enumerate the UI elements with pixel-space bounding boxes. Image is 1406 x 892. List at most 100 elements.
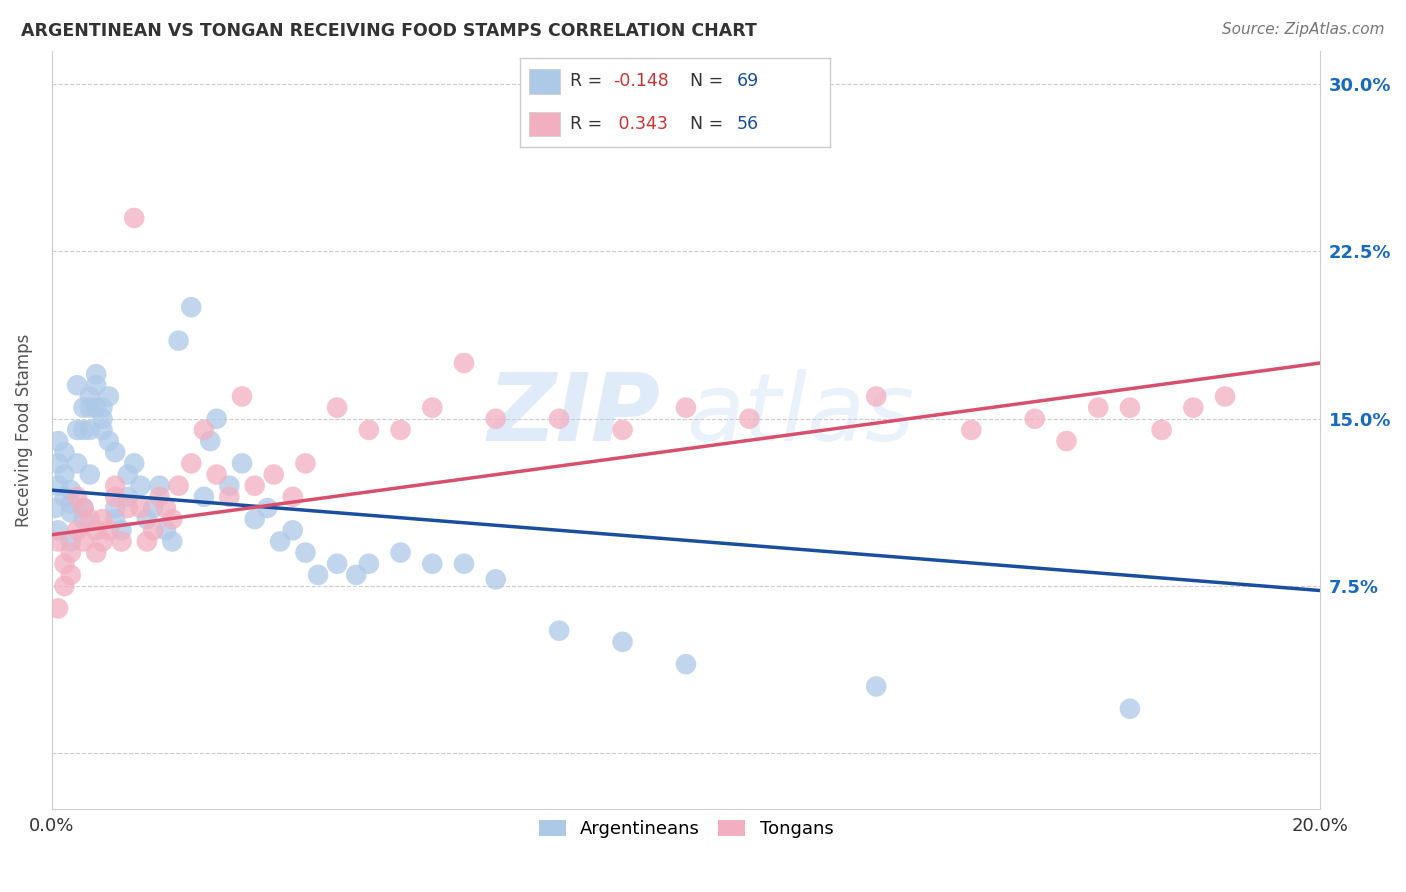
Text: N =: N = <box>690 72 730 90</box>
Point <box>865 680 887 694</box>
Point <box>129 500 152 515</box>
Point <box>84 546 107 560</box>
Point <box>1213 389 1236 403</box>
Point <box>59 483 82 497</box>
Point <box>72 401 94 415</box>
Point <box>218 478 240 492</box>
Point <box>155 500 177 515</box>
Text: Source: ZipAtlas.com: Source: ZipAtlas.com <box>1222 22 1385 37</box>
Point <box>142 523 165 537</box>
Point <box>612 423 634 437</box>
Point <box>53 557 76 571</box>
Point <box>180 300 202 314</box>
Point <box>357 557 380 571</box>
Point <box>420 557 443 571</box>
Point <box>326 557 349 571</box>
Point <box>205 411 228 425</box>
Point <box>66 378 89 392</box>
Point <box>389 423 412 437</box>
Point <box>218 490 240 504</box>
Point <box>79 389 101 403</box>
Point <box>117 467 139 482</box>
Point <box>66 490 89 504</box>
Point <box>200 434 222 448</box>
Point <box>46 434 69 448</box>
Point <box>294 546 316 560</box>
Point <box>263 467 285 482</box>
Point <box>79 423 101 437</box>
Point <box>84 378 107 392</box>
Point <box>79 467 101 482</box>
Point <box>122 456 145 470</box>
Point <box>84 523 107 537</box>
Point <box>66 456 89 470</box>
Point <box>53 579 76 593</box>
Point <box>162 512 184 526</box>
Point <box>231 456 253 470</box>
Point <box>59 534 82 549</box>
Point <box>738 411 761 425</box>
Text: R =: R = <box>569 72 607 90</box>
Point <box>281 490 304 504</box>
Point <box>548 411 571 425</box>
Point <box>675 401 697 415</box>
Point <box>46 601 69 615</box>
Text: ZIP: ZIP <box>488 368 661 461</box>
Point <box>167 334 190 348</box>
Point <box>117 490 139 504</box>
Point <box>155 523 177 537</box>
Point <box>104 445 127 459</box>
Point <box>79 401 101 415</box>
Point <box>865 389 887 403</box>
Point <box>294 456 316 470</box>
Point <box>117 500 139 515</box>
Point <box>59 546 82 560</box>
Point <box>675 657 697 672</box>
Point <box>122 211 145 225</box>
Point <box>97 523 120 537</box>
Point <box>1182 401 1205 415</box>
Legend: Argentineans, Tongans: Argentineans, Tongans <box>531 813 841 846</box>
Text: atlas: atlas <box>686 369 914 460</box>
Point <box>59 568 82 582</box>
Point <box>231 389 253 403</box>
Point <box>1150 423 1173 437</box>
Point <box>91 423 114 437</box>
Point <box>46 456 69 470</box>
Bar <box>530 112 561 136</box>
Text: 0.343: 0.343 <box>613 115 668 133</box>
Point <box>104 490 127 504</box>
Point <box>193 423 215 437</box>
Point <box>453 557 475 571</box>
Point <box>205 467 228 482</box>
Point <box>243 478 266 492</box>
Point <box>326 401 349 415</box>
Text: ARGENTINEAN VS TONGAN RECEIVING FOOD STAMPS CORRELATION CHART: ARGENTINEAN VS TONGAN RECEIVING FOOD STA… <box>21 22 756 40</box>
Point <box>148 490 170 504</box>
Point <box>142 500 165 515</box>
Point <box>1119 401 1142 415</box>
Point <box>135 512 157 526</box>
Point <box>193 490 215 504</box>
Point <box>66 523 89 537</box>
Text: 56: 56 <box>737 115 759 133</box>
Point <box>84 367 107 381</box>
Text: R =: R = <box>569 115 607 133</box>
Point <box>72 534 94 549</box>
Point <box>1024 411 1046 425</box>
Point <box>72 512 94 526</box>
Point <box>453 356 475 370</box>
Point <box>79 512 101 526</box>
Point <box>960 423 983 437</box>
Point <box>104 500 127 515</box>
Point <box>91 534 114 549</box>
Point <box>485 411 508 425</box>
Point <box>72 500 94 515</box>
Point <box>53 445 76 459</box>
Point <box>104 512 127 526</box>
Point <box>281 523 304 537</box>
Point <box>97 434 120 448</box>
Point <box>256 500 278 515</box>
Point <box>97 389 120 403</box>
Point <box>485 573 508 587</box>
